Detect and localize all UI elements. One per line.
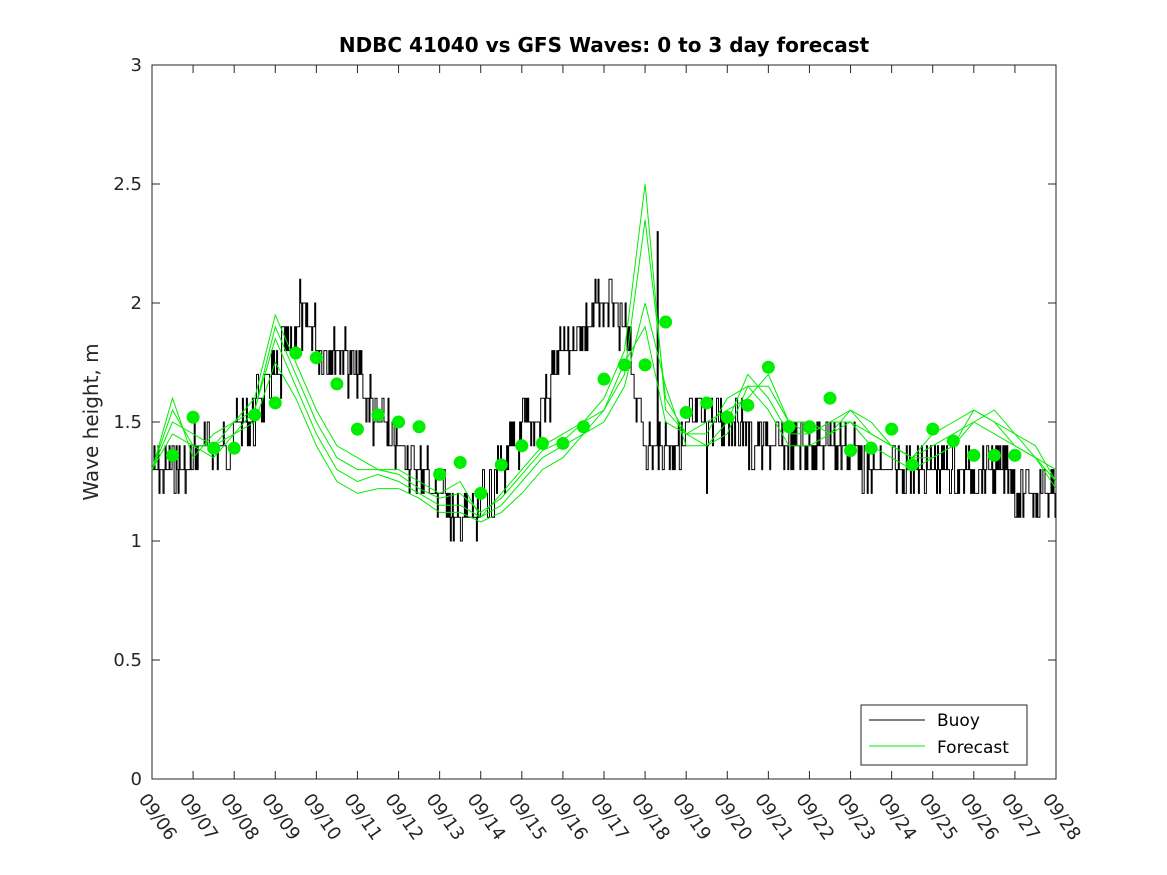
x-tick-label: 09/24 [874,790,921,845]
forecast-point [268,396,282,410]
forecast-point [741,398,755,412]
forecast-point [576,420,590,434]
legend: Buoy Forecast [860,704,1028,766]
x-tick-labels: 09/0609/0709/0809/0909/1009/1109/1209/13… [134,790,1085,845]
y-tick-label: 0.5 [113,650,142,671]
forecast-line [151,302,1057,523]
forecast-point [207,441,221,455]
forecast-point [720,410,734,424]
forecast-point [392,415,406,429]
forecast-point [515,439,529,453]
x-tick-label: 09/18 [627,790,674,845]
x-tick-label: 09/08 [216,790,263,845]
forecast-point [248,408,262,422]
x-tick-label: 09/21 [750,790,797,845]
forecast-point [309,351,323,365]
forecast-point [453,455,467,469]
x-tick-label: 09/07 [175,790,222,845]
forecast-point [597,372,611,386]
forecast-line [151,219,1057,518]
y-axis-label: Wave height, m [79,343,103,500]
forecast-point [166,448,180,462]
x-tick-label: 09/23 [832,790,879,845]
y-tick-label: 1 [131,531,142,552]
forecast-point [782,420,796,434]
y-tick-label: 2 [131,293,142,314]
x-tick-label: 09/16 [545,790,592,845]
x-tick-label: 09/06 [134,790,181,845]
forecast-point [618,358,632,372]
forecast-point [864,441,878,455]
y-tick-label: 0 [131,769,142,790]
x-tick-label: 09/28 [1038,790,1085,845]
forecast-point [679,405,693,419]
forecast-point [330,377,344,391]
forecast-point [905,458,919,472]
forecast-point [659,315,673,329]
x-tick-label: 09/26 [956,790,1003,845]
forecast-point [412,420,426,434]
x-tick-label: 09/15 [504,790,551,845]
forecast-point [823,391,837,405]
forecast-point [535,436,549,450]
forecast-point [1008,448,1022,462]
legend-forecast-label: Forecast [937,738,1009,758]
x-tick-label: 09/10 [298,790,345,845]
forecast-point [433,467,447,481]
forecast-point [987,448,1001,462]
axis-ticks [151,64,1057,780]
forecast-point [844,444,858,458]
x-tick-label: 09/13 [422,790,469,845]
x-tick-label: 09/09 [257,790,304,845]
y-tick-label: 2.5 [113,174,142,195]
x-tick-label: 09/17 [586,790,633,845]
forecast-point [289,346,303,360]
forecast-point [946,434,960,448]
forecast-point [885,422,899,436]
forecast-point [474,486,488,500]
forecast-point [371,408,385,422]
forecast-point [186,410,200,424]
x-tick-label: 09/20 [709,790,756,845]
legend-buoy-label: Buoy [937,711,980,731]
x-tick-label: 09/19 [668,790,715,845]
x-tick-label: 09/22 [791,790,838,845]
forecast-point [494,458,508,472]
forecast-point [802,420,816,434]
forecast-point [556,436,570,450]
y-tick-labels: 0 0.5 1 1.5 2 2.5 3 [113,55,142,790]
x-tick-label: 09/25 [915,790,962,845]
x-tick-label: 09/27 [997,790,1044,845]
x-tick-label: 09/12 [380,790,427,845]
forecast-point [926,422,940,436]
x-tick-label: 09/11 [339,790,386,845]
y-tick-label: 1.5 [113,412,142,433]
forecast-point [227,441,241,455]
forecast-point [761,360,775,374]
forecast-markers [166,315,1022,500]
series-forecast [151,183,1057,523]
x-tick-label: 09/14 [463,790,510,845]
legend-box [860,704,1028,766]
forecast-point [967,448,981,462]
forecast-point [638,358,652,372]
y-tick-label: 3 [131,55,142,76]
chart-title: NDBC 41040 vs GFS Waves: 0 to 3 day fore… [339,33,870,57]
forecast-point [350,422,364,436]
forecast-point [700,396,714,410]
